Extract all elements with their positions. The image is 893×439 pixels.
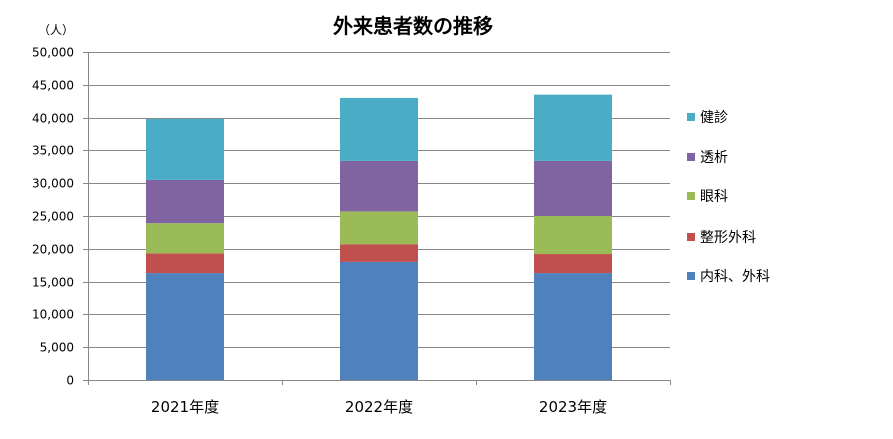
bar-segment (340, 261, 418, 380)
chart-title: 外来患者数の推移 (333, 14, 493, 38)
y-tick-label: 50,000 (32, 46, 74, 60)
legend-swatch (687, 272, 695, 280)
bar-segment (534, 254, 612, 274)
y-tick-label: 20,000 (32, 243, 74, 257)
bar-segment (340, 160, 418, 212)
bar-segment (534, 273, 612, 380)
bar-segment (146, 253, 224, 274)
bar-segment (340, 244, 418, 262)
y-tick-label: 25,000 (32, 210, 74, 224)
legend-label: 内科、外科 (700, 269, 770, 285)
bars (146, 94, 612, 380)
bar-segment (146, 273, 224, 380)
legend-swatch (687, 233, 695, 241)
legend: 内科、外科 整形外科 眼科 透析 健診 (687, 110, 770, 285)
x-tick-label: 2022年度 (345, 398, 413, 416)
legend-label: 健診 (700, 110, 728, 126)
legend-label: 透析 (700, 150, 728, 166)
legend-label: 整形外科 (700, 230, 756, 246)
bar-segment (146, 118, 224, 180)
legend-swatch (687, 192, 695, 200)
legend-label: 眼科 (700, 189, 728, 205)
y-tick-label: 45,000 (32, 79, 74, 93)
bar-segment (146, 223, 224, 254)
x-tick-label: 2021年度 (151, 398, 219, 416)
x-axis-tick-labels: 2021年度 2022年度 2023年度 (151, 398, 607, 416)
y-tick-label: 15,000 (32, 276, 74, 290)
bar-segment (146, 179, 224, 224)
y-tick-label: 5,000 (40, 341, 74, 355)
legend-swatch (687, 153, 695, 161)
legend-swatch (687, 113, 695, 121)
axes (88, 52, 671, 385)
bar-segment (534, 160, 612, 216)
y-axis-unit-label: （人） (38, 23, 74, 37)
bar-segment (340, 97, 418, 161)
bar-segment (340, 211, 418, 245)
y-tick-label: 40,000 (32, 112, 74, 126)
y-tick-label: 35,000 (32, 144, 74, 158)
y-tick-label: 0 (66, 374, 74, 388)
x-tick-label: 2023年度 (539, 398, 607, 416)
bar-segment (534, 94, 612, 161)
y-tick-label: 10,000 (32, 308, 74, 322)
bar-segment (534, 216, 612, 255)
y-tick-label: 30,000 (32, 177, 74, 191)
y-axis-tick-labels: 0 5,000 10,000 15,000 20,000 25,000 30,000 35,0… (32, 46, 74, 388)
